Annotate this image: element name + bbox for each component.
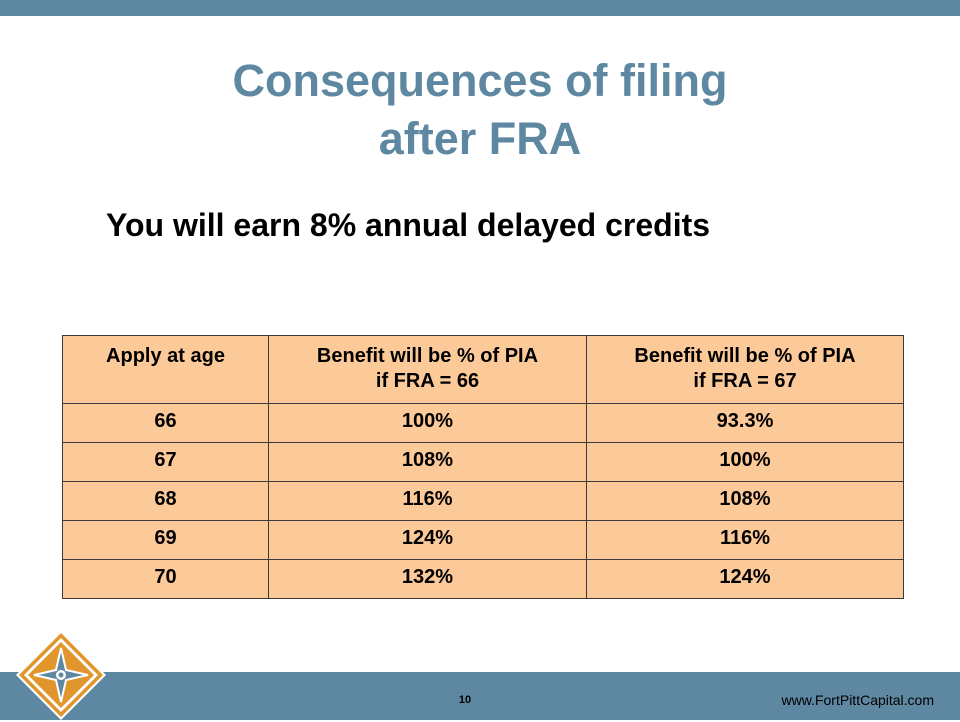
diamond-compass-logo-icon: [16, 630, 106, 720]
slide-title-line-1: Consequences of filing: [232, 55, 728, 106]
fra66-cell: 132%: [268, 559, 587, 599]
website-link[interactable]: www.FortPittCapital.com: [781, 692, 934, 708]
header-fra-67: Benefit will be % of PIA if FRA = 67: [586, 335, 904, 404]
benefits-table: Apply at age Benefit will be % of PIA if…: [62, 335, 904, 599]
table-row: 68 116% 108%: [62, 481, 904, 521]
bottom-banner: [0, 672, 960, 720]
fra66-cell: 124%: [268, 520, 587, 560]
header-apply-age: Apply at age: [62, 335, 269, 404]
fra66-cell: 116%: [268, 481, 587, 521]
fra67-cell: 116%: [586, 520, 904, 560]
header-line: if FRA = 67: [693, 370, 797, 392]
page-number: 10: [458, 694, 472, 706]
header-fra-66: Benefit will be % of PIA if FRA = 66: [268, 335, 587, 404]
top-banner: [0, 0, 960, 16]
fra67-cell: 100%: [586, 442, 904, 482]
table-row: 66 100% 93.3%: [62, 403, 904, 443]
fra66-cell: 108%: [268, 442, 587, 482]
header-line: if FRA = 66: [375, 370, 480, 392]
fra67-cell: 108%: [586, 481, 904, 521]
header-line: Apply at age: [106, 345, 225, 367]
fra67-cell: 124%: [586, 559, 904, 599]
table-row: 70 132% 124%: [62, 559, 904, 599]
age-cell: 67: [62, 442, 269, 482]
slide-subtitle: You will earn 8% annual delayed credits: [106, 207, 711, 243]
age-cell: 69: [62, 520, 269, 560]
fra66-cell: 100%: [268, 403, 587, 443]
slide-title-line-2: after FRA: [378, 113, 582, 164]
age-cell: 70: [62, 559, 269, 599]
age-cell: 68: [62, 481, 269, 521]
slide-title: Consequences of filing after FRA: [0, 52, 960, 168]
table-row: 69 124% 116%: [62, 520, 904, 560]
fra67-cell: 93.3%: [586, 403, 904, 443]
header-line: Benefit will be % of PIA: [316, 345, 539, 367]
header-line: Benefit will be % of PIA: [634, 345, 856, 367]
table-header-row: Apply at age Benefit will be % of PIA if…: [62, 335, 904, 404]
age-cell: 66: [62, 403, 269, 443]
table-row: 67 108% 100%: [62, 442, 904, 482]
